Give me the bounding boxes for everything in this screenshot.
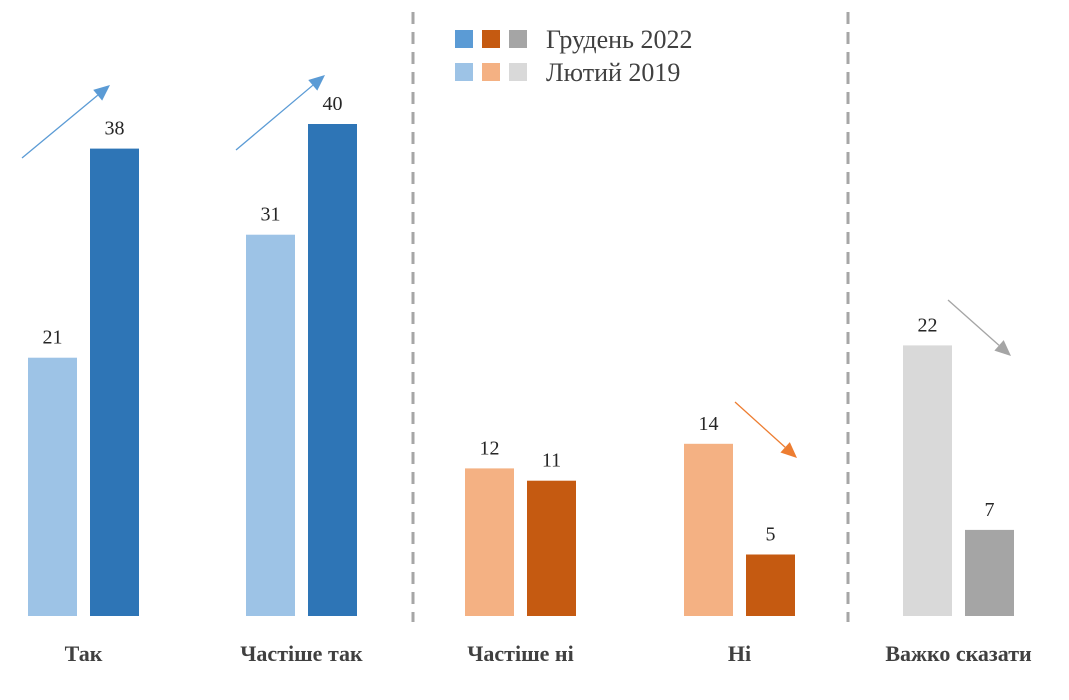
legend-swatch <box>455 30 473 48</box>
data-label: 38 <box>105 118 125 140</box>
legend-swatch <box>482 63 500 81</box>
bar-feb-2019 <box>28 357 77 616</box>
legend-label: Грудень 2022 <box>546 25 692 54</box>
data-label: 11 <box>542 450 561 472</box>
category-label: Важко сказати <box>885 641 1032 666</box>
bar-feb-2019 <box>903 345 952 616</box>
trend-arrow-up-icon <box>235 75 325 151</box>
data-label: 12 <box>480 437 500 459</box>
data-label: 21 <box>43 327 63 349</box>
data-label: 14 <box>699 413 719 435</box>
legend-swatch <box>455 63 473 81</box>
legend-swatch <box>509 30 527 48</box>
bar-dec-2022 <box>90 148 139 616</box>
data-label: 40 <box>323 93 343 115</box>
bar-dec-2022 <box>527 480 576 616</box>
trend-arrow-up-icon <box>21 85 110 159</box>
category-label: Ні <box>728 641 751 666</box>
bar-feb-2019 <box>246 234 295 616</box>
bar-feb-2019 <box>465 468 514 616</box>
bar-dec-2022 <box>746 554 795 616</box>
data-label: 5 <box>766 524 776 546</box>
trend-arrow-down-icon <box>734 401 797 458</box>
legend-swatch <box>509 63 527 81</box>
category-label: Частіше ні <box>467 641 573 666</box>
legend-swatch <box>482 30 500 48</box>
category-label: Так <box>65 641 103 666</box>
bar-feb-2019 <box>684 443 733 616</box>
data-label: 31 <box>261 204 281 226</box>
bar-dec-2022 <box>308 124 357 616</box>
data-label: 7 <box>985 499 995 521</box>
bar-dec-2022 <box>965 529 1014 616</box>
data-label: 22 <box>918 314 938 336</box>
legend-label: Лютий 2019 <box>546 58 680 87</box>
category-label: Частіше так <box>240 641 363 666</box>
trend-arrow-down-icon <box>947 299 1011 356</box>
